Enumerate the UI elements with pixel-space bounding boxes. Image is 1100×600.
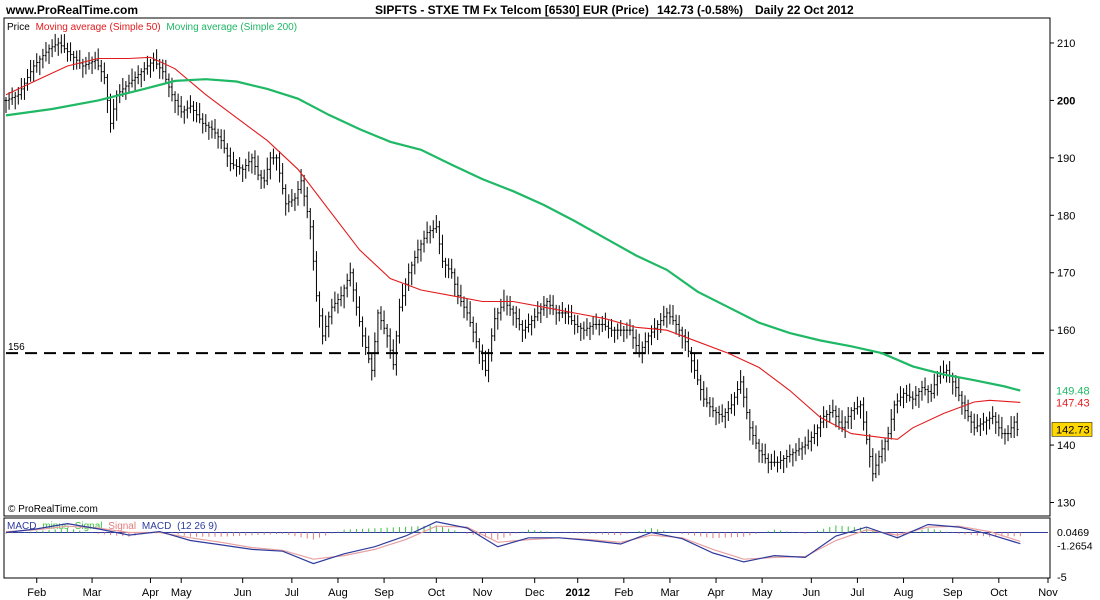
period-label: Daily 22 Oct 2012 [755,3,854,17]
price-y-tick-label: 210 [1057,38,1075,50]
x-tick-label: Oct [428,587,445,599]
x-tick-label: 2012 [565,587,589,599]
chart-title: SIPFTS - STXE TM Fx Telcom [6530] EUR (P… [375,3,649,17]
last-price: 142.73 (-0.58%) [657,3,743,17]
price-legend: Price Moving average (Simple 50) Moving … [7,22,297,33]
x-tick-label: Apr [142,587,159,599]
x-tick-label: Dec [525,587,545,599]
x-tick-label: Sep [374,587,394,599]
price-y-tick-label: 170 [1057,268,1075,280]
x-tick-label: Oct [990,587,1007,599]
price-y-tick-label: 130 [1057,498,1075,510]
macd-badge-label: -1.2654 [1057,541,1093,553]
macd-line [5,521,1021,565]
price-y-tick-label: 190 [1057,153,1075,165]
ma50-badge-label: 147.43 [1056,397,1090,409]
x-tick-label: Jun [234,587,252,599]
price-y-tick-label: 160 [1057,325,1075,337]
x-tick-label: Apr [707,587,724,599]
price-plot: 156 [4,33,1048,482]
ma50-legend: Moving average (Simple 50) [36,22,161,33]
x-tick-label: Aug [894,587,914,599]
price-y-tick-label: 140 [1057,440,1075,452]
x-tick-label: Mar [660,587,679,599]
signal-line [5,525,1021,560]
ma200-badge [1052,383,1092,398]
x-tick-label: Aug [328,587,348,599]
macd-panel [3,517,1051,579]
macd-badge-label: 0.0469 [1057,527,1089,539]
price-badge-label: 142.73 [1056,424,1090,436]
macd-plot [5,521,1048,565]
x-tick-label: Feb [27,587,46,599]
x-tick-label: Nov [1038,587,1058,599]
ma200-line [5,78,1021,392]
x-tick-label: Jun [802,587,820,599]
x-tick-label: May [171,587,192,599]
macd-legend: MACD minus Signal Signal MACD (12 26 9) [7,521,217,532]
x-tick-label: Sep [943,587,963,599]
x-tick-label: May [752,587,773,599]
price-badge [1051,422,1093,437]
reference-line-label: 156 [8,342,25,353]
x-tick-label: Jul [850,587,864,599]
x-tick-label: Feb [614,587,633,599]
x-tick-label: Nov [473,587,493,599]
macd-y-tick-label: -5 [1057,572,1067,584]
price-y-tick-label: 180 [1057,210,1075,222]
ma200-legend: Moving average (Simple 200) [166,22,297,33]
ma200-badge-label: 149.48 [1056,386,1090,398]
x-tick-label: Mar [83,587,102,599]
watermark: © ProRealTime.com [8,504,98,515]
site-label: www.ProRealTime.com [5,3,138,17]
ma50-badge [1052,395,1092,410]
price-panel [3,17,1051,517]
x-tick-label: Jul [285,587,299,599]
ma50-line [5,56,1021,440]
price-y-tick-label: 200 [1057,95,1075,107]
